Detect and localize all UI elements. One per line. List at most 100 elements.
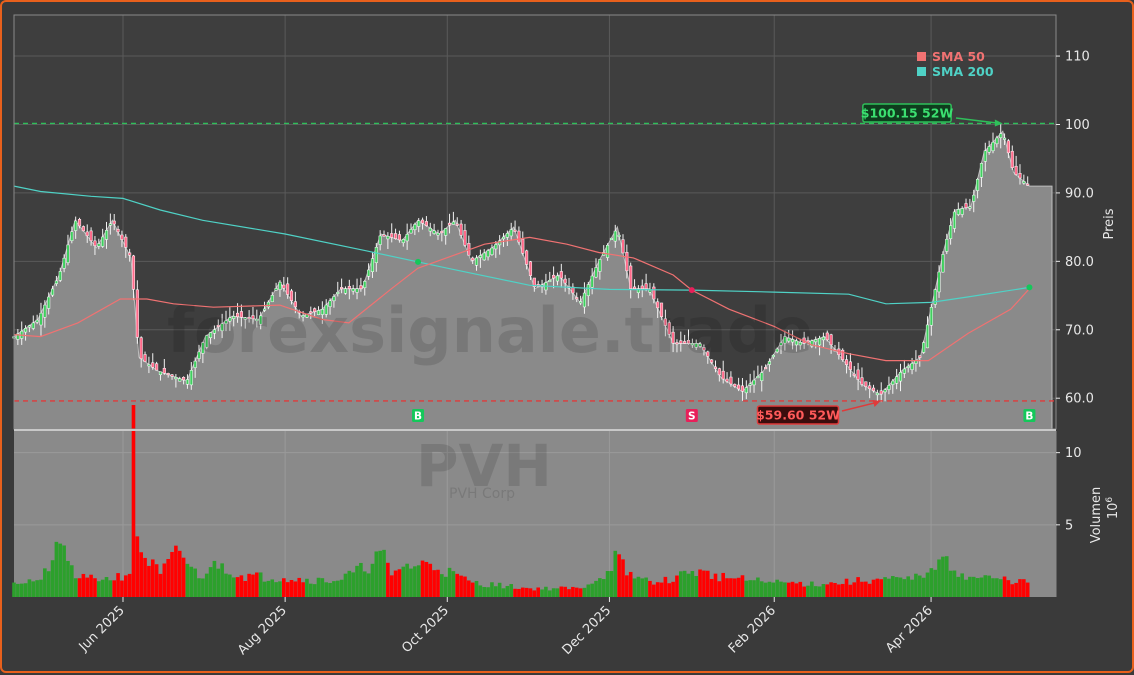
volume-bar bbox=[725, 578, 729, 597]
low-52w-label-box bbox=[756, 405, 840, 425]
volume-bar bbox=[856, 577, 860, 597]
volume-bar bbox=[166, 559, 170, 597]
volume-bar bbox=[698, 569, 702, 597]
candle bbox=[151, 362, 155, 368]
candle bbox=[505, 233, 509, 238]
candle bbox=[775, 348, 779, 353]
volume-bar bbox=[925, 572, 930, 597]
volume-bar bbox=[397, 569, 402, 597]
candle bbox=[525, 250, 529, 265]
volume-bar bbox=[278, 581, 282, 597]
candle bbox=[987, 146, 991, 153]
volume-bar bbox=[964, 579, 968, 597]
candle bbox=[760, 372, 764, 382]
high-52w-arrow bbox=[955, 117, 1001, 125]
volume-bar bbox=[335, 580, 340, 597]
candle bbox=[270, 295, 274, 303]
volume-bar bbox=[821, 584, 826, 597]
volume-bar bbox=[401, 566, 406, 597]
candle bbox=[39, 312, 43, 326]
candle bbox=[367, 269, 371, 277]
watermark-text: forexsignale.trade bbox=[167, 294, 813, 367]
candle bbox=[875, 392, 879, 396]
candle bbox=[178, 378, 182, 382]
candle bbox=[925, 324, 930, 349]
volume-bar bbox=[108, 580, 113, 597]
volume-bar bbox=[247, 573, 251, 597]
candle bbox=[891, 380, 895, 385]
candle bbox=[424, 221, 428, 226]
price-tick-label: 60.0 bbox=[1065, 392, 1094, 407]
volume-bar bbox=[540, 589, 544, 597]
volume-bar bbox=[301, 582, 305, 597]
volume-bar bbox=[705, 570, 710, 597]
volume-bar bbox=[829, 582, 833, 597]
candle bbox=[918, 355, 922, 358]
candle bbox=[895, 376, 899, 384]
volume-bar bbox=[85, 577, 90, 597]
volume-bar bbox=[116, 573, 120, 597]
candle bbox=[336, 291, 340, 294]
volume-bar bbox=[370, 563, 375, 597]
candle bbox=[201, 342, 205, 354]
candle bbox=[690, 343, 694, 346]
volume-bar bbox=[428, 563, 433, 597]
candle bbox=[644, 283, 648, 289]
candle bbox=[459, 223, 463, 236]
volume-bar bbox=[362, 571, 367, 597]
volume-bar bbox=[123, 575, 128, 597]
volume-bar bbox=[991, 578, 995, 597]
volume-bar bbox=[517, 588, 521, 597]
candle bbox=[659, 302, 664, 317]
volume-bar bbox=[297, 577, 302, 597]
volume-bar bbox=[378, 550, 382, 597]
candle bbox=[667, 322, 671, 335]
volume-bar bbox=[189, 566, 194, 597]
volume-bar bbox=[147, 565, 151, 597]
volume-bar bbox=[771, 582, 776, 597]
volume-bar bbox=[898, 577, 903, 597]
volume-bar bbox=[154, 564, 159, 597]
volume-bar bbox=[833, 582, 837, 597]
candle bbox=[313, 308, 317, 312]
candle bbox=[617, 234, 621, 237]
volume-bar bbox=[694, 576, 699, 597]
volume-bar bbox=[135, 536, 140, 597]
volume-bar bbox=[343, 573, 348, 597]
candle bbox=[856, 369, 860, 380]
volume-bar bbox=[1014, 582, 1018, 597]
candle bbox=[193, 360, 197, 368]
candle bbox=[232, 316, 236, 319]
volume-bar bbox=[382, 549, 386, 597]
candle bbox=[983, 150, 987, 162]
price-axis-label: Preis bbox=[1102, 208, 1117, 239]
candle bbox=[844, 359, 849, 365]
volume-bar bbox=[58, 543, 63, 597]
volume-bar bbox=[436, 569, 440, 597]
candle bbox=[787, 337, 791, 342]
candle bbox=[116, 229, 120, 233]
time-tick-label: Jun 2025 bbox=[76, 603, 128, 655]
volume-bar bbox=[467, 580, 471, 597]
candle bbox=[332, 296, 336, 302]
volume-bar bbox=[201, 578, 205, 597]
volume-bar bbox=[470, 582, 475, 597]
volume-bar bbox=[96, 581, 101, 597]
volume-bar bbox=[806, 585, 810, 597]
volume-bar bbox=[763, 582, 768, 597]
candle bbox=[70, 231, 74, 241]
candle bbox=[995, 137, 999, 145]
candle bbox=[382, 234, 386, 237]
volume-bar bbox=[621, 559, 625, 597]
volume-bar bbox=[825, 584, 830, 597]
volume-bar bbox=[578, 588, 583, 597]
volume-bar bbox=[921, 577, 926, 597]
candle bbox=[440, 231, 444, 234]
candle bbox=[698, 343, 702, 347]
candle bbox=[359, 285, 363, 289]
candle bbox=[648, 289, 652, 293]
candle bbox=[710, 359, 714, 363]
volume-bar bbox=[100, 579, 105, 597]
candle bbox=[54, 280, 58, 284]
